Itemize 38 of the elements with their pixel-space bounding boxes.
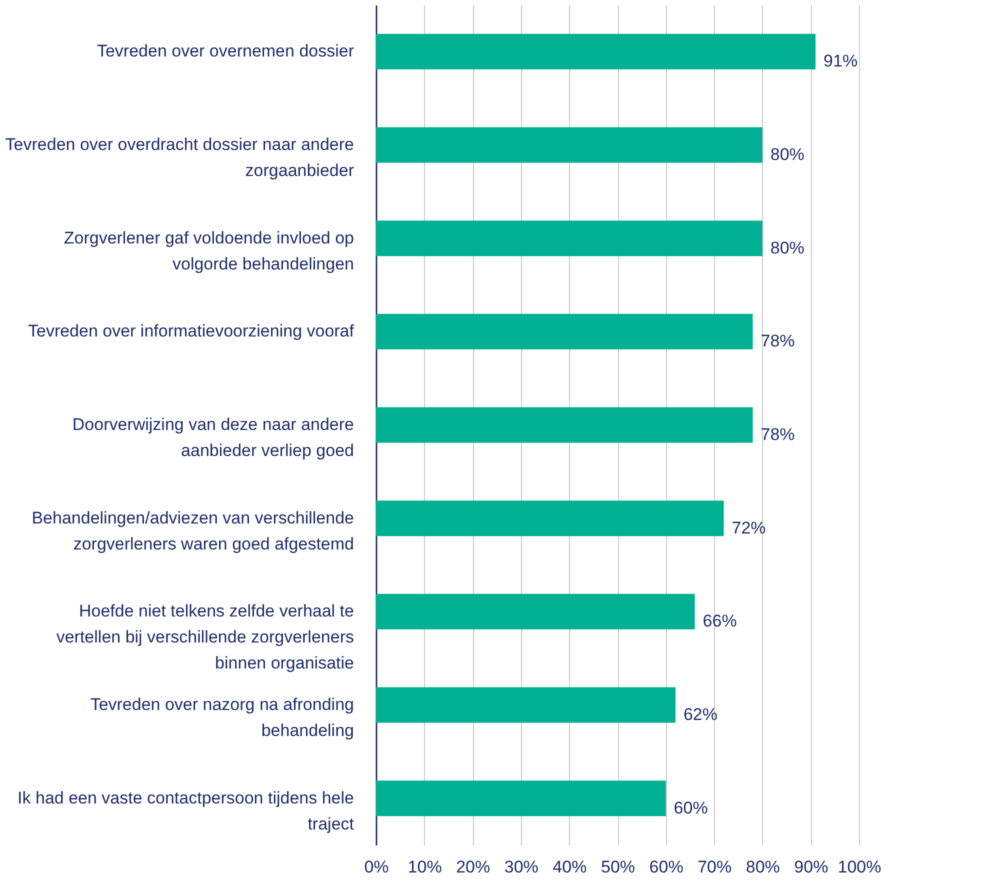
data-label: 80% — [770, 145, 804, 164]
x-tick-label: 10% — [408, 858, 442, 876]
y-tick-label: Tevreden over overdracht dossier naar andere zorgaanbieder — [5, 135, 354, 180]
data-label: 80% — [770, 238, 804, 258]
x-tick-label: 70% — [698, 858, 732, 876]
x-tick-label: 20% — [456, 858, 490, 876]
bar — [376, 500, 724, 536]
y-tick-label: Tevreden over overnemen dossier — [96, 42, 354, 61]
bar — [376, 594, 695, 630]
y-tick-label: Ik had een vaste contactpersoon tijdens hele traject — [18, 788, 354, 834]
x-tick-label: 60% — [649, 858, 684, 876]
data-label: 78% — [760, 332, 795, 351]
data-label: 62% — [683, 705, 718, 724]
x-tick-label: 80% — [746, 858, 780, 876]
y-tick-label: Doorverwijzing van deze naar andere aanbieder verliep goed — [72, 415, 354, 460]
data-label: 66% — [702, 612, 737, 631]
y-tick-label: Zorgverlener gaf voldoende invloed op volgorde behandelingen — [64, 228, 354, 274]
x-tick-label: 100% — [838, 858, 882, 876]
y-tick-label: Tevreden over nazorg na afronding behandeling — [90, 695, 354, 740]
bar — [376, 127, 762, 163]
bar — [376, 687, 676, 723]
x-tick-label: 0% — [364, 858, 389, 876]
data-label: 60% — [674, 798, 708, 818]
x-tick-label: 40% — [552, 858, 587, 876]
data-label: 91% — [824, 52, 858, 71]
bar — [376, 34, 816, 70]
bar — [376, 220, 762, 256]
x-tick-label: 50% — [600, 858, 636, 876]
bar — [376, 314, 753, 350]
data-label: 72% — [732, 518, 766, 538]
y-tick-label: Hoefde niet telkens zelfde verhaal te vertellen bij verschillende zorgverleners binnen organisatie — [56, 602, 354, 673]
data-label: 78% — [760, 425, 795, 444]
x-tick-label: 30% — [504, 858, 538, 876]
x-tick-label: 90% — [794, 858, 828, 876]
bar — [376, 780, 666, 816]
bar — [376, 407, 753, 443]
y-tick-label: Behandelingen/adviezen van verschillende zorgverleners waren goed afgestemd — [32, 508, 354, 554]
y-tick-label: Tevreden over informatievoorziening vooraf — [28, 322, 354, 341]
